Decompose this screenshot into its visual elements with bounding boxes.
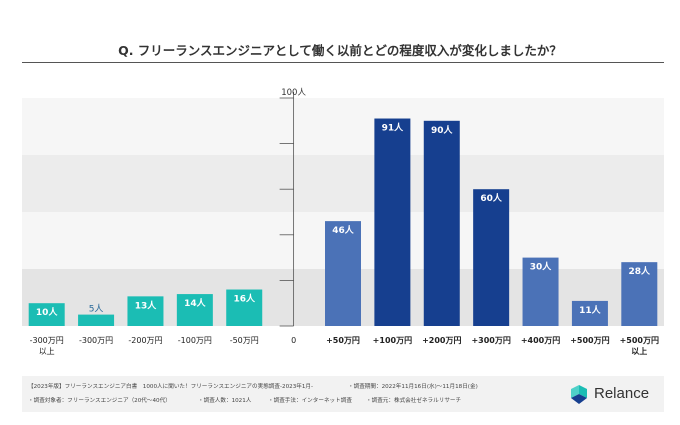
x-tick-label: +400万円 xyxy=(521,336,560,345)
footer-method: ・調査手法：インターネット調査 xyxy=(268,398,352,404)
bar xyxy=(325,221,361,326)
x-tick-label: -300万円 xyxy=(30,336,64,345)
chart-title: Q. フリーランスエンジニアとして働く以前とどの程度収入が変化しましたか？ xyxy=(118,43,562,58)
bar xyxy=(423,120,460,326)
title-divider xyxy=(22,62,664,63)
value-label: 90人 xyxy=(431,124,454,136)
value-label: 16人 xyxy=(233,293,256,305)
value-label: 91人 xyxy=(382,122,405,134)
footer-source: 【2023年版】フリーランスエンジニア白書 1000人に聞いた！フリーランスエン… xyxy=(28,384,314,390)
x-tick-label: 以上 xyxy=(39,347,55,356)
bar xyxy=(473,189,510,326)
x-tick-label: -300万円 xyxy=(79,336,113,345)
logo-text: Relance xyxy=(594,385,650,402)
bar xyxy=(226,289,263,326)
bar xyxy=(78,314,115,326)
band-top xyxy=(22,98,664,155)
footer-box: 【2023年版】フリーランスエンジニア白書 1000人に聞いた！フリーランスエン… xyxy=(22,376,664,412)
value-label: 10人 xyxy=(36,306,59,318)
value-label: 30人 xyxy=(530,261,553,273)
value-label: 13人 xyxy=(135,299,158,311)
bar xyxy=(522,257,559,326)
footer-org: ・調査元：株式会社ゼネラルリサーチ xyxy=(366,398,462,404)
x-tick-label: 0 xyxy=(291,336,296,345)
bar xyxy=(374,118,411,327)
x-tick-label: -100万円 xyxy=(178,336,212,345)
relance-logo-icon xyxy=(571,385,587,404)
bar xyxy=(176,294,213,326)
value-labels: 10人 5人 13人 14人 16人 46人 91人 90人 60人 30人 11人 28人 xyxy=(36,122,651,319)
x-tick-label: -50万円 xyxy=(230,336,259,345)
bar-chart: 100人 10人 5人 13人 14人 16人 46人 91人 90人 60人 30人 11人 28人… xyxy=(22,88,664,356)
bar xyxy=(621,262,658,326)
bar xyxy=(571,300,608,326)
x-tick-label: -200万円 xyxy=(128,336,162,345)
bar xyxy=(127,296,164,326)
x-tick-label: +500万円 xyxy=(620,336,659,345)
value-label: 28人 xyxy=(629,265,652,277)
x-tick-label: 以上 xyxy=(631,346,647,356)
value-label: 46人 xyxy=(332,224,355,236)
x-tick-label: +300万円 xyxy=(471,336,510,345)
x-tick-label: +100万円 xyxy=(373,336,412,345)
value-label: 5人 xyxy=(89,304,104,315)
footer-target: ・調査対象者：フリーランスエンジニア（20代〜40代） xyxy=(28,398,171,404)
footer-period: ・調査期間：2022年11月16日(水)〜11月18日(金) xyxy=(348,384,478,390)
band-2 xyxy=(22,155,664,212)
y-axis-max-label: 100人 xyxy=(281,88,306,98)
value-label: 11人 xyxy=(579,304,602,316)
value-label: 60人 xyxy=(480,192,503,204)
value-label: 14人 xyxy=(184,297,207,309)
x-tick-label: +50万円 xyxy=(326,336,360,345)
y-axis: 100人 xyxy=(279,88,306,327)
bar xyxy=(28,303,65,326)
bars xyxy=(28,118,658,327)
x-tick-label: +500万円 xyxy=(570,336,609,345)
x-tick-label: +200万円 xyxy=(422,336,461,345)
footer-count: ・調査人数：1021人 xyxy=(198,398,252,404)
